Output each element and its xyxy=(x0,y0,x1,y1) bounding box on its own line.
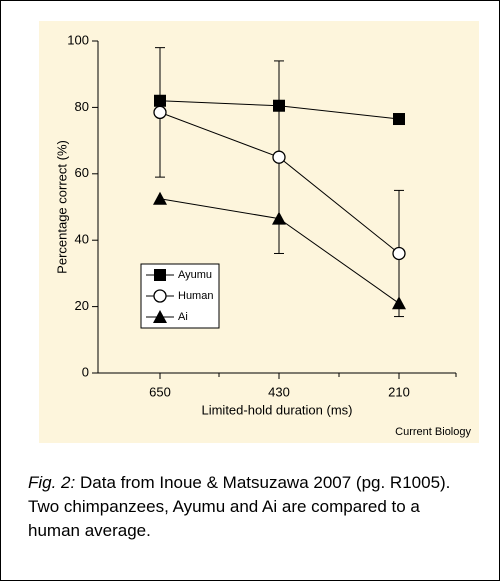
legend-label: Ai xyxy=(178,311,188,323)
legend-label: Human xyxy=(178,290,213,302)
data-point xyxy=(272,211,286,225)
y-tick-label: 40 xyxy=(75,232,89,247)
caption-text: Data from Inoue & Matsuzawa 2007 (pg. R1… xyxy=(28,473,451,540)
data-point xyxy=(153,105,167,120)
legend-marker xyxy=(153,289,167,303)
y-tick-label: 20 xyxy=(75,298,89,313)
data-point xyxy=(272,150,286,164)
data-point xyxy=(153,191,167,205)
data-point xyxy=(154,94,166,107)
y-tick-label: 60 xyxy=(75,165,89,180)
legend-label: Ayumu xyxy=(178,269,212,281)
chart: Percentage correct (%) Limited-hold dura… xyxy=(39,21,479,443)
data-point xyxy=(273,99,285,112)
caption-label: Fig. 2: xyxy=(28,473,76,492)
caption: Fig. 2: Data from Inoue & Matsuzawa 2007… xyxy=(28,471,473,543)
data-point xyxy=(392,246,406,261)
data-point xyxy=(393,113,405,126)
y-tick-label: 100 xyxy=(67,32,89,47)
credit: Current Biology xyxy=(395,426,471,438)
data-point xyxy=(392,296,406,310)
x-tick-label: 430 xyxy=(268,384,290,399)
chart-panel xyxy=(39,21,479,443)
y-axis-label: Percentage correct (%) xyxy=(54,140,69,274)
legend-marker xyxy=(153,310,167,323)
y-tick-label: 80 xyxy=(75,99,89,114)
y-tick-label: 0 xyxy=(82,364,89,379)
legend-marker xyxy=(154,269,166,281)
x-tick-label: 210 xyxy=(388,384,410,399)
x-axis-label: Limited-hold duration (ms) xyxy=(201,402,352,417)
x-tick-label: 650 xyxy=(149,384,171,399)
